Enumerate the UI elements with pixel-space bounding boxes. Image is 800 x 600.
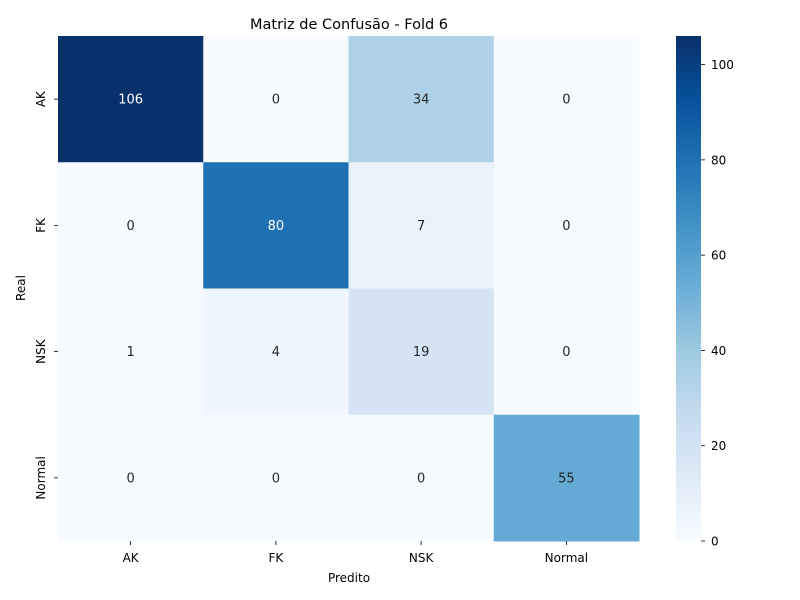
colorbar: [676, 36, 701, 541]
heatmap-cell: [203, 162, 349, 289]
colorbar-tick-label: 20: [711, 439, 726, 453]
cell-value-label: 0: [272, 471, 280, 486]
heatmap-cells: 106 0 34 0 0 80 7 0 1 4 19 0 0 0 0 55: [58, 36, 640, 542]
cell-value-label: 0: [272, 93, 280, 108]
cell-value-label: 80: [268, 219, 285, 234]
x-tick-label: Normal: [545, 551, 588, 565]
colorbar-tick-label: 100: [711, 58, 734, 72]
heatmap-cell: [203, 36, 349, 163]
cell-value-label: 1: [126, 345, 134, 360]
colorbar-tick-label: 40: [711, 344, 726, 358]
x-tick-label: FK: [268, 551, 284, 565]
heatmap-cell: [493, 414, 640, 542]
cell-value-label: 0: [562, 345, 570, 360]
heatmap-cell: [58, 162, 204, 289]
cell-value-label: 55: [558, 471, 575, 486]
heatmap-cell: [203, 288, 349, 416]
cell-value-label: 0: [126, 219, 134, 234]
colorbar-ticks: 0 20 40 60 80 100: [701, 58, 734, 549]
cell-value-label: 34: [413, 93, 430, 108]
heatmap-cell: [348, 162, 495, 289]
heatmap-cell: [58, 36, 204, 163]
y-axis-label: Real: [14, 275, 28, 301]
cell-value-label: 0: [126, 471, 134, 486]
colorbar-tick-label: 60: [711, 249, 726, 263]
heatmap-cell: [348, 288, 495, 416]
heatmap-cell: [348, 36, 495, 163]
cell-value-label: 0: [562, 219, 570, 234]
cell-value-label: 19: [413, 345, 430, 360]
colorbar-tick-label: 0: [711, 535, 719, 549]
heatmap-cell: [58, 414, 204, 542]
cell-value-label: 0: [562, 93, 570, 108]
cell-value-label: 4: [272, 345, 280, 360]
y-tick-label: NSK: [34, 338, 48, 364]
y-tick-label: AK: [34, 90, 48, 107]
heatmap-cell: [348, 414, 495, 542]
colorbar-tick-label: 80: [711, 153, 726, 167]
cell-value-label: 106: [118, 93, 143, 108]
chart-title: Matriz de Confusão - Fold 6: [250, 17, 448, 33]
y-tick-label: Normal: [34, 456, 48, 499]
x-tick-label: AK: [123, 551, 140, 565]
cell-value-label: 7: [417, 219, 425, 234]
heatmap-cell: [493, 162, 640, 289]
x-axis-ticks: AK FK NSK Normal: [123, 541, 588, 565]
x-axis-label: Predito: [328, 571, 370, 585]
heatmap-cell: [493, 288, 640, 416]
heatmap-cell: [203, 414, 349, 542]
x-tick-label: NSK: [409, 551, 435, 565]
y-axis-ticks: AK FK NSK Normal: [34, 90, 58, 500]
y-tick-label: FK: [34, 217, 48, 233]
heatmap-cell: [493, 36, 640, 163]
heatmap-cell: [58, 288, 204, 416]
cell-value-label: 0: [417, 471, 425, 486]
